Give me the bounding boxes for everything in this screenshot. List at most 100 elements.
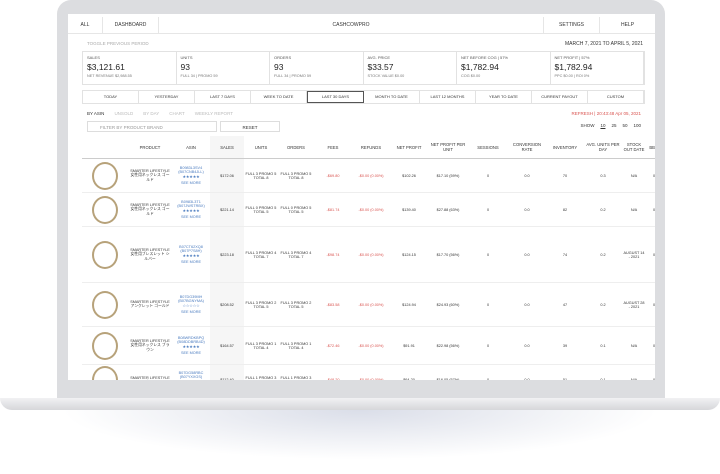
column-header[interactable]: NET PROFIT <box>390 136 428 159</box>
column-header[interactable]: ASIN <box>172 136 210 159</box>
column-header[interactable]: INVENTORY <box>546 136 584 159</box>
range-button[interactable]: CURRENT PAYOUT <box>532 91 588 103</box>
date-range: MARCH 7, 2021 TO APRIL 5, 2021 <box>564 41 643 47</box>
asin-code[interactable]: B07CT62XQ8 (B07P7S8H) <box>179 245 203 253</box>
asin-code[interactable]: B08WRDKBPQ (B08DDBRB4D) <box>177 336 205 344</box>
product-table: PRODUCT ASIN SALES UNITS ORDERS FEES REFUNDS NE… <box>82 136 655 380</box>
table-row: SMARTER LIFESTYLE アンクレットB07DG58RBC (B07Y… <box>82 364 655 381</box>
cell-inventory: 39 <box>546 326 584 365</box>
stat-card: UNITS 93 FULL 34 | PROMO 59 <box>177 52 270 84</box>
asin-code[interactable]: B0983L3SV4 (B07CNB4JLL) <box>178 166 204 174</box>
stat-card: SALES $3,121.61 NET REVENUE $2,988.55 <box>83 52 177 84</box>
filter-input[interactable]: FILTER BY PRODUCT BRAND <box>87 121 217 132</box>
range-button[interactable]: WEEK TO DATE <box>251 91 307 103</box>
cell-bb: 0 <box>646 326 655 365</box>
range-button[interactable]: TODAY <box>83 91 139 103</box>
column-header[interactable]: SESSIONS <box>468 136 508 159</box>
view-option[interactable]: BY ASIN <box>87 111 105 116</box>
see-more[interactable]: SEE MORE <box>180 351 202 355</box>
cell-asin: B07DG58RBC (B07YXXGS)★★★★★SEE MORE <box>172 364 210 381</box>
laptop-base <box>0 398 720 410</box>
see-more[interactable]: SEE MORE <box>180 181 202 185</box>
asin-code[interactable]: B0983L3T1 (B07JWSTRBX) <box>177 200 205 208</box>
table-row: SMARTER LIFESTYLE 女性用ブレスレット シルバー B07CT62X… <box>82 226 655 283</box>
card-label: NET PROFIT | 57% <box>554 55 590 60</box>
column-header[interactable]: AVG. UNITS PER DAY <box>584 136 622 159</box>
column-header[interactable]: UNITS <box>244 136 278 159</box>
cell-avg: 0.1 <box>584 364 622 380</box>
column-header[interactable]: FEES <box>314 136 352 159</box>
range-button[interactable]: MONTH TO DATE <box>364 91 420 103</box>
stat-card: NET PROFIT | 57% $1,782.94 PPC $0.00 | ROI… <box>551 52 644 84</box>
rating: ★★★★★ <box>173 379 209 381</box>
image-header <box>82 136 128 159</box>
column-header[interactable]: NET PROFIT PER UNIT <box>428 136 468 159</box>
view-option[interactable]: CHART <box>169 111 185 116</box>
cell-orders: FULL 3 PROMO 2 TOTAL 5 <box>278 282 314 327</box>
page-size-option[interactable]: 50 <box>622 123 628 128</box>
table-row: SMARTER LIFESTYLE 女性用ネックレス ブラウン B08WRDKBP… <box>82 326 655 365</box>
cell-avg: 0.2 <box>584 226 622 283</box>
view-option[interactable]: UNSOLD <box>114 111 134 116</box>
stat-cards: SALES $3,121.61 NET REVENUE $2,988.55 UNITS… <box>82 51 645 85</box>
refresh[interactable]: REFRESH | 20:43:48 Apr 05, 2021 <box>571 111 641 116</box>
cell-product: SMARTER LIFESTYLE アンクレット <box>128 364 172 380</box>
cell-conversion: 0.0 <box>508 326 546 365</box>
range-button[interactable]: LAST 30 DAYS <box>307 91 364 103</box>
asin-code[interactable]: B07DG58RBC (B07YXXGS) <box>178 370 204 379</box>
card-value: $3,121.61 <box>87 62 125 72</box>
page-size-option[interactable]: 25 <box>611 123 617 128</box>
toggle-period[interactable]: TOGGLE PREVIOUS PERIOD <box>87 41 149 46</box>
cell-units: FULL 3 PROMO 1 TOTAL 4 <box>244 326 278 365</box>
nav-help[interactable]: HELP <box>620 22 635 28</box>
rating: ★★★★★ <box>182 209 200 213</box>
view-option[interactable]: BY DAY <box>143 111 160 116</box>
cell-fees: -$69.80 <box>314 158 352 193</box>
cell-product: SMARTER LIFESTYLE 女性用ネックレス ブラウン <box>128 326 172 365</box>
nav-brand[interactable]: CASHCOWPRO <box>159 17 544 33</box>
column-header[interactable]: REFUNDS <box>352 136 390 159</box>
cell-inventory: 74 <box>546 226 584 283</box>
see-more[interactable]: SEE MORE <box>180 215 202 219</box>
cell-asin: B07DG39MH (B07BGNYMA) ☆☆☆☆☆ SEE MORE <box>172 282 210 327</box>
cell-stock-out: N/A <box>622 326 646 365</box>
reset-button[interactable]: RESET <box>220 121 280 132</box>
asin-code[interactable]: B07DG39MH (B07BGNYMA) <box>178 295 204 303</box>
card-label: ORDERS <box>274 55 292 60</box>
cell-asin: B0983L3T1 (B07JWSTRBX) ★★★★★ SEE MORE <box>172 192 210 227</box>
view-option[interactable]: WEEKLY REPORT <box>194 111 233 116</box>
refresh-label[interactable]: REFRESH <box>571 111 594 116</box>
nav-settings[interactable]: SETTINGS <box>544 17 600 33</box>
column-header[interactable]: BB% <box>646 136 655 159</box>
range-button[interactable]: LAST 12 MONTHS <box>420 91 476 103</box>
cell-sales: $221.14 <box>210 192 244 227</box>
page-size-option[interactable]: 10 <box>600 123 606 128</box>
cell-conversion: 0.0 <box>508 282 546 327</box>
nav-dashboard[interactable]: DASHBOARD <box>103 17 159 33</box>
rating: ★★★★★ <box>182 175 200 179</box>
column-header[interactable]: STOCK OUT DATE <box>622 136 646 159</box>
cell-per-unit: $27.88 (63%) <box>428 192 468 227</box>
cell-refunds: -$0.00 (0.00%) <box>352 158 390 193</box>
image-cell <box>82 282 128 327</box>
column-header[interactable]: CONVERSION RATE <box>508 136 546 159</box>
nav-all[interactable]: ALL <box>68 17 103 33</box>
see-more[interactable]: SEE MORE <box>180 310 202 314</box>
range-button[interactable]: LAST 7 DAYS <box>195 91 251 103</box>
column-header[interactable]: SALES <box>210 136 244 159</box>
range-button[interactable]: YEAR TO DATE <box>476 91 532 103</box>
card-sub: COG $0.00 <box>461 74 481 78</box>
cell-product: SMARTER LIFESTYLE 女性用ネックレス ゴールド <box>128 158 172 193</box>
page-size-option[interactable]: 100 <box>633 123 641 128</box>
cell-asin: B07CT62XQ8 (B07P7S8H) ★★★★★ SEE MORE <box>172 226 210 283</box>
cell-sales: $164.57 <box>210 326 244 365</box>
column-header[interactable]: PRODUCT <box>128 136 172 159</box>
range-button[interactable]: YESTERDAY <box>139 91 195 103</box>
cell-conversion: 0.0 <box>508 364 546 380</box>
range-button[interactable]: CUSTOM <box>588 91 644 103</box>
see-more[interactable]: SEE MORE <box>180 260 202 264</box>
column-header[interactable]: ORDERS <box>278 136 314 159</box>
cell-avg: 0.1 <box>584 326 622 365</box>
card-value: 93 <box>274 62 284 72</box>
